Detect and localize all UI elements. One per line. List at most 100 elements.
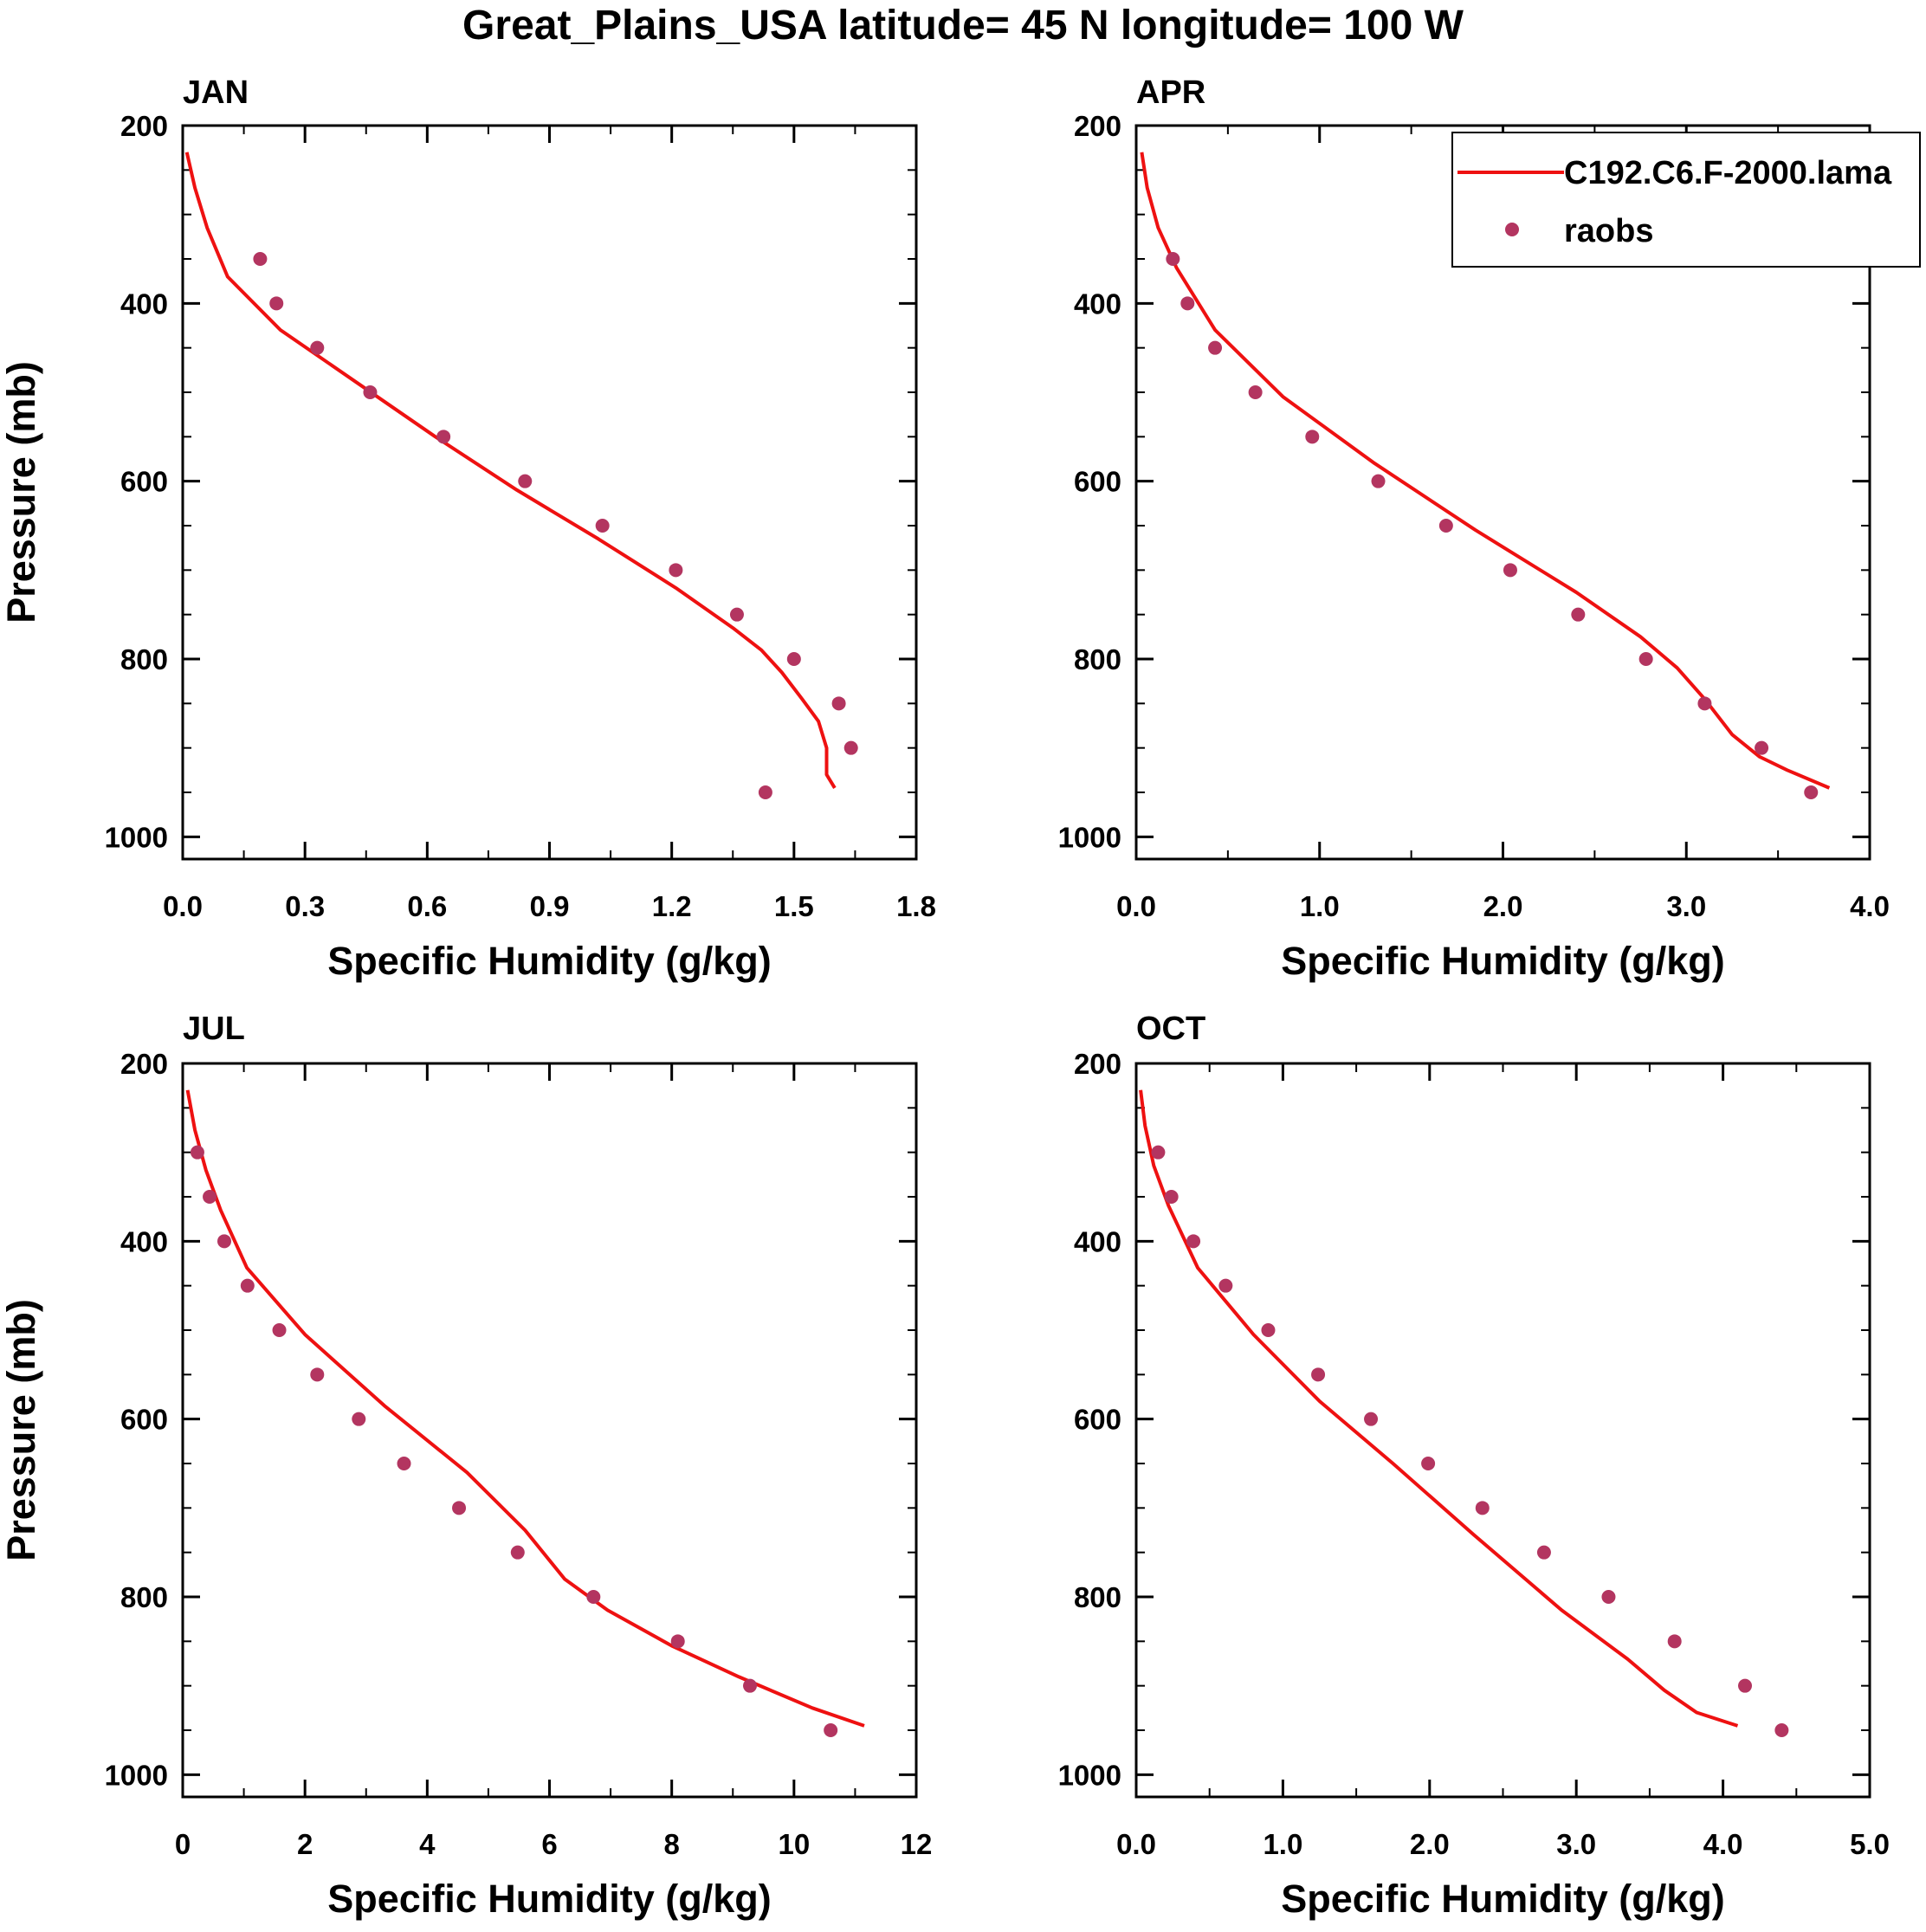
panel-title-apr: APR xyxy=(1136,74,1205,111)
raobs-point-jan xyxy=(843,740,858,755)
model-line-jan xyxy=(184,152,837,789)
panel-title-jan: JAN xyxy=(183,74,249,111)
plot-frame-oct xyxy=(1134,1062,1871,1799)
x-tick-label-jan: 1.2 xyxy=(652,890,692,922)
raobs-point-jan xyxy=(786,652,801,666)
x-tick-label-jan: 1.5 xyxy=(774,890,814,922)
x-axis-label-jul: Specific Humidity (g/kg) xyxy=(327,1877,772,1921)
raobs-point-jul xyxy=(824,1723,838,1737)
x-axis-label-jan: Specific Humidity (g/kg) xyxy=(327,939,772,983)
x-tick-label-apr: 1.0 xyxy=(1300,890,1340,922)
raobs-point-jul xyxy=(272,1323,287,1337)
raobs-point-jan xyxy=(729,607,744,622)
raobs-point-oct xyxy=(1218,1278,1233,1293)
raobs-point-apr xyxy=(1503,563,1517,578)
y-tick-label-jan: 400 xyxy=(120,288,168,320)
raobs-point-oct xyxy=(1536,1545,1551,1560)
raobs-point-jul xyxy=(310,1367,325,1382)
panel-apr: APR xyxy=(1136,74,1205,111)
y-tick-label-jul: 800 xyxy=(120,1581,168,1613)
y-tick-label-oct: 800 xyxy=(1074,1581,1121,1613)
raobs-point-apr xyxy=(1755,740,1769,755)
y-tick-label-oct: 600 xyxy=(1074,1404,1121,1436)
y-tick-label-jul: 400 xyxy=(120,1225,168,1257)
y-axis-label-jan: Pressure (mb) xyxy=(0,361,43,624)
x-tick-label-jul: 10 xyxy=(778,1828,810,1860)
y-tick-label-jan: 800 xyxy=(120,643,168,675)
raobs-point-oct xyxy=(1667,1634,1682,1649)
raobs-point-jan xyxy=(595,519,610,533)
x-tick-label-jul: 8 xyxy=(663,1828,679,1860)
raobs-point-oct xyxy=(1601,1590,1616,1604)
raobs-point-jul xyxy=(452,1501,467,1515)
y-tick-label-jan: 200 xyxy=(120,110,168,142)
x-tick-label-apr: 0.0 xyxy=(1116,890,1156,922)
x-tick-label-jul: 2 xyxy=(297,1828,313,1860)
raobs-point-oct xyxy=(1364,1412,1379,1426)
raobs-point-jan xyxy=(518,474,533,488)
model-line-apr xyxy=(1140,152,1831,790)
x-tick-label-apr: 2.0 xyxy=(1483,890,1523,922)
model-line-jul xyxy=(185,1089,865,1728)
legend-model-label: C192.C6.F-2000.lama xyxy=(1564,155,1892,191)
plot-frame-jul xyxy=(181,1062,918,1799)
raobs-point-apr xyxy=(1305,430,1320,444)
raobs-point-apr xyxy=(1697,696,1712,711)
y-tick-label-apr: 1000 xyxy=(1058,821,1121,853)
y-tick-label-apr: 600 xyxy=(1074,466,1121,498)
raobs-point-oct xyxy=(1164,1190,1179,1204)
y-tick-label-jan: 600 xyxy=(120,466,168,498)
x-tick-label-jan: 0.6 xyxy=(407,890,447,922)
legend-obs-label: raobs xyxy=(1564,213,1653,249)
raobs-point-apr xyxy=(1371,474,1386,488)
raobs-point-apr xyxy=(1208,340,1223,355)
x-tick-label-jul: 6 xyxy=(541,1828,557,1860)
y-tick-label-jul: 600 xyxy=(120,1404,168,1436)
legend: C192.C6.F-2000.lama raobs xyxy=(1451,132,1921,268)
x-tick-label-oct: 5.0 xyxy=(1850,1828,1890,1860)
x-tick-label-jul: 12 xyxy=(901,1828,933,1860)
plot-apr: 0.0 1.0 2.0 3.0 4.0 200 400 600 800 1000 Specific … xyxy=(1058,110,1890,983)
x-tick-label-apr: 3.0 xyxy=(1666,890,1706,922)
raobs-point-jan xyxy=(253,252,268,266)
x-tick-label-jan: 0.0 xyxy=(163,890,203,922)
panel-jan: JAN xyxy=(183,74,249,111)
y-tick-label-oct: 1000 xyxy=(1058,1759,1121,1791)
raobs-point-jul xyxy=(397,1457,411,1470)
raobs-point-jan xyxy=(363,385,378,399)
raobs-point-apr xyxy=(1804,785,1819,799)
raobs-point-oct xyxy=(1186,1234,1201,1249)
x-tick-label-oct: 0.0 xyxy=(1116,1828,1156,1860)
x-tick-label-oct: 3.0 xyxy=(1556,1828,1596,1860)
raobs-point-apr xyxy=(1638,652,1653,666)
raobs-point-jul xyxy=(240,1278,255,1293)
x-tick-label-jan: 1.8 xyxy=(896,890,936,922)
page-title: Great_Plains_USA latitude= 45 N longitud… xyxy=(462,3,1464,48)
raobs-point-jul xyxy=(670,1634,685,1649)
raobs-point-jul xyxy=(586,1590,601,1604)
raobs-point-jan xyxy=(269,296,284,311)
x-tick-label-oct: 4.0 xyxy=(1703,1828,1743,1860)
raobs-point-oct xyxy=(1738,1678,1753,1693)
raobs-point-apr xyxy=(1571,607,1586,622)
raobs-point-apr xyxy=(1438,519,1453,533)
raobs-point-jan xyxy=(831,696,846,711)
y-tick-label-apr: 800 xyxy=(1074,643,1121,675)
raobs-point-jan xyxy=(758,785,772,799)
x-tick-label-jul: 4 xyxy=(419,1828,436,1860)
y-tick-label-apr: 400 xyxy=(1074,288,1121,320)
x-tick-label-apr: 4.0 xyxy=(1850,890,1890,922)
y-tick-label-jul: 200 xyxy=(120,1048,168,1080)
plot-oct: 0.0 1.0 2.0 3.0 4.0 5.0 200 400 600 800 1000 Specif… xyxy=(1058,1048,1890,1921)
raobs-point-jan xyxy=(669,563,683,578)
x-tick-label-oct: 1.0 xyxy=(1263,1828,1302,1860)
raobs-point-oct xyxy=(1151,1145,1166,1160)
x-tick-label-jan: 0.3 xyxy=(285,890,325,922)
panel-title-jul: JUL xyxy=(183,1011,245,1047)
x-tick-label-jan: 0.9 xyxy=(530,890,570,922)
model-line-oct xyxy=(1139,1089,1739,1728)
raobs-point-jan xyxy=(436,430,451,444)
x-axis-label-apr: Specific Humidity (g/kg) xyxy=(1281,939,1725,983)
y-tick-label-oct: 200 xyxy=(1074,1048,1121,1080)
